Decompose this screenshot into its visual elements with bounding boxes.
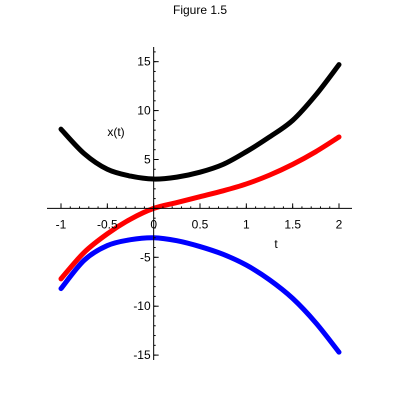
x-axis-title: t <box>274 237 278 251</box>
y-tick-label: 10 <box>137 104 151 118</box>
series-curve-1 <box>58 62 342 182</box>
y-tick-label: -10 <box>133 299 151 313</box>
y-axis-title: x(t) <box>107 125 124 139</box>
y-tick-label: -5 <box>140 250 151 264</box>
x-tick-label: 1.5 <box>284 217 301 231</box>
x-tick-label: 1 <box>243 217 250 231</box>
y-tick-label: -15 <box>133 348 151 362</box>
x-tick-label: 0.5 <box>192 217 209 231</box>
axes-layer: -1 -0.5 0 0.5 1 1.5 2 -15 -10 -5 5 10 15 <box>47 47 352 362</box>
x-tick-label: 2 <box>336 217 343 231</box>
y-tick-label: 5 <box>144 152 151 166</box>
x-tick-label: 0 <box>150 217 157 231</box>
x-tick-label: -1 <box>56 217 67 231</box>
series-curve-3 <box>58 235 342 355</box>
curves-layer <box>58 62 342 355</box>
series-curve-2 <box>58 134 342 282</box>
chart-title: Figure 1.5 <box>173 3 227 17</box>
x-tick-label: -0.5 <box>97 217 118 231</box>
y-tick-label: 15 <box>137 55 151 69</box>
